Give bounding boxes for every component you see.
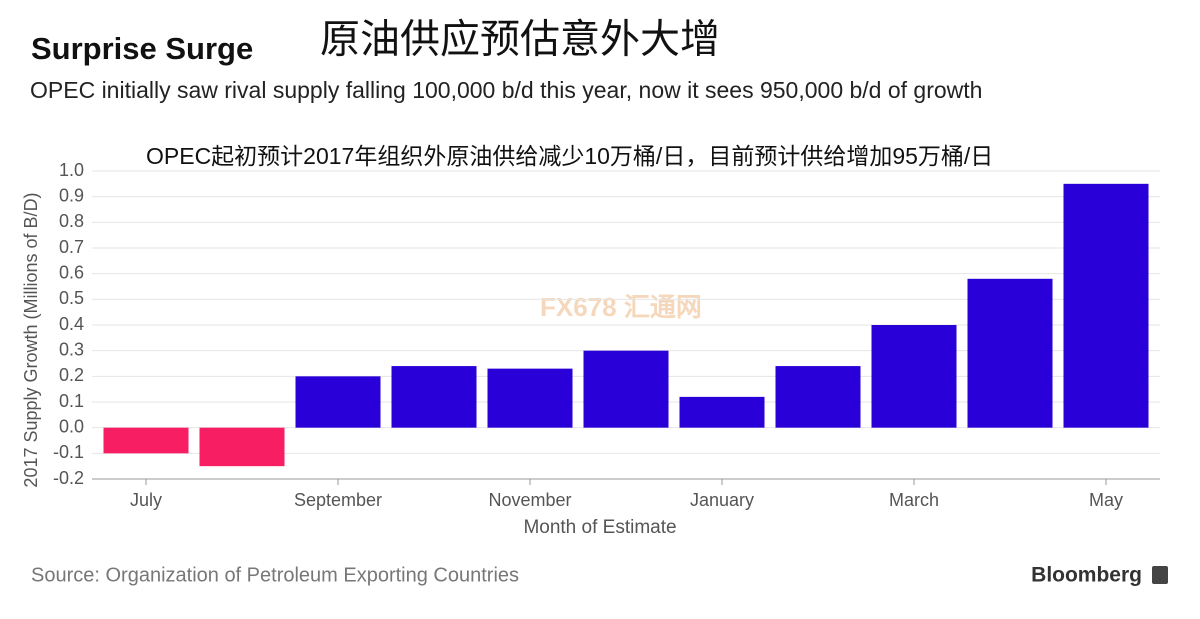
y-tick-label: 0.2 — [59, 365, 84, 385]
bar — [775, 366, 861, 428]
x-tick-label: September — [294, 490, 382, 510]
y-tick-label: 0.5 — [59, 288, 84, 308]
bar — [295, 376, 381, 428]
x-tick-label: March — [889, 490, 939, 510]
x-tick-label: July — [130, 490, 162, 510]
bar — [487, 368, 573, 428]
x-axis-title: Month of Estimate — [523, 517, 676, 538]
y-tick-label: 0.3 — [59, 339, 84, 359]
y-tick-label: -0.1 — [53, 442, 84, 462]
y-tick-label: 0.1 — [59, 391, 84, 411]
bar — [199, 427, 285, 467]
y-tick-label: 1.0 — [59, 160, 84, 180]
subtitle: OPEC initially saw rival supply falling … — [30, 77, 983, 103]
brand: Bloomberg — [1031, 564, 1142, 587]
bar — [871, 325, 957, 428]
bar — [583, 350, 669, 428]
chart-title: Surprise Surge — [31, 31, 253, 66]
brand-icon — [1152, 566, 1168, 584]
bar — [1063, 183, 1149, 428]
x-tick-label: January — [690, 490, 754, 510]
subtitle-cn: OPEC起初预计2017年组织外原油供给减少10万桶/日，目前预计供给增加95万… — [146, 143, 993, 169]
y-tick-label: 0.6 — [59, 262, 84, 282]
x-tick-label: November — [488, 490, 571, 510]
watermark: FX678 汇通网 — [540, 292, 702, 322]
y-tick-label: 0.4 — [59, 314, 84, 334]
bar — [679, 396, 765, 428]
y-axis-title: 2017 Supply Growth (Millions of B/D) — [21, 192, 41, 487]
chart-title-cn: 原油供应预估意外大增 — [320, 18, 720, 62]
y-tick-label: 0.8 — [59, 211, 84, 231]
y-tick-label: 0.0 — [59, 416, 84, 436]
y-tick-label: 0.9 — [59, 185, 84, 205]
subtitle-box: OPEC initially saw rival supply falling … — [30, 77, 983, 103]
y-tick-label: -0.2 — [53, 468, 84, 488]
source: Source: Organization of Petroleum Export… — [31, 564, 519, 586]
bar — [103, 427, 189, 454]
bar — [391, 366, 477, 428]
bar — [967, 278, 1053, 428]
x-tick-label: May — [1089, 490, 1123, 510]
y-tick-label: 0.7 — [59, 237, 84, 257]
